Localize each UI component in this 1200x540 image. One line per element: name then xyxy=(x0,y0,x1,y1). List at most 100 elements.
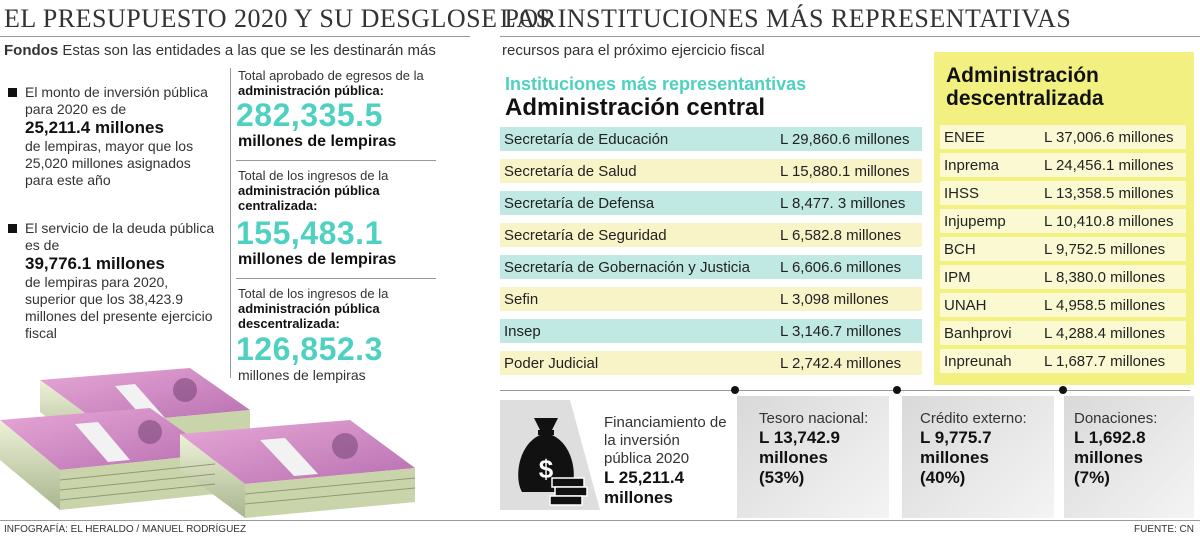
table-row: Secretaría de Gobernación y Justicia L 6,… xyxy=(500,255,922,279)
total-descentral-label: Total de los ingresos de la administraci… xyxy=(238,286,438,331)
row-name: Secretaría de Educación xyxy=(504,130,669,148)
row-name: Inpreunah xyxy=(944,352,1012,370)
row-value: L 6,606.6 millones xyxy=(780,258,902,276)
bullet-square-icon xyxy=(8,88,17,97)
source-label: Donaciones: xyxy=(1074,410,1158,427)
table-row: Secretaría de Salud L 15,880.1 millones xyxy=(500,159,922,183)
row-name: BCH xyxy=(944,240,976,258)
row-value: L 10,410.8 millones xyxy=(1044,212,1174,230)
table-row: UNAH L 4,958.5 millones xyxy=(940,293,1186,317)
title-right: LAS INSTITUCIONES MÁS REPRESENTATIVAS xyxy=(500,4,1072,33)
source-tesoro: Tesoro nacional: L 13,742.9 millones (53… xyxy=(737,396,889,518)
table-row: Secretaría de Seguridad L 6,582.8 millone… xyxy=(500,223,922,247)
row-value: L 3,146.7 millones xyxy=(780,322,902,340)
header-rule-left xyxy=(0,36,470,37)
totals-divider xyxy=(236,278,436,279)
row-value: L 6,582.8 millones xyxy=(780,226,902,244)
total-egresos-label-bold: administración pública: xyxy=(238,83,384,98)
source-credito: Crédito externo: L 9,775.7 millones (40%… xyxy=(902,396,1054,518)
divider-dot xyxy=(1059,386,1067,394)
source-pct: (53%) xyxy=(759,468,805,487)
source-unit: millones xyxy=(1074,448,1143,467)
row-name: Sefin xyxy=(504,290,539,308)
table-row: Banhprovi L 4,288.4 millones xyxy=(940,321,1186,345)
table-row: IHSS L 13,358.5 millones xyxy=(940,181,1186,205)
row-name: ENEE xyxy=(944,128,985,146)
money-stacks-icon xyxy=(0,368,416,518)
decentralized-heading: Administración descentralizada xyxy=(946,64,1186,110)
total-egresos-number: 282,335.5 xyxy=(236,97,383,133)
subtitle-right: recursos para el próximo ejercicio fisca… xyxy=(502,42,765,59)
table-row: Sefin L 3,098 millones xyxy=(500,287,922,311)
row-value: L 24,456.1 millones xyxy=(1044,156,1174,174)
source-pct: (7%) xyxy=(1074,468,1110,487)
central-kicker: Instituciones más representantivas xyxy=(505,74,807,94)
table-row: Injupemp L 10,410.8 millones xyxy=(940,209,1186,233)
row-name: Secretaría de Gobernación y Justicia xyxy=(504,258,750,276)
table-row: Inprema L 24,456.1 millones xyxy=(940,153,1186,177)
total-descentral-label-pre: Total de los ingresos de la xyxy=(238,286,389,301)
header-rule-right xyxy=(500,36,1200,37)
financing-main: Financiamiento de la inversión pública 2… xyxy=(604,414,729,508)
table-row: Secretaría de Defensa L 8,477. 3 millones xyxy=(500,191,922,215)
source-unit: millones xyxy=(759,448,828,467)
bullet-debt-pre: El servicio de la deuda pública es de xyxy=(25,220,215,253)
source-value: L 1,692.8 xyxy=(1074,428,1146,447)
subtitle-left-text: Estas son las entidades a las que se les… xyxy=(62,42,436,59)
source-value: L 9,775.7 xyxy=(920,428,992,447)
footer-rule xyxy=(0,520,1200,521)
table-row: BCH L 9,752.5 millones xyxy=(940,237,1186,261)
table-row: ENEE L 37,006.6 millones xyxy=(940,125,1186,149)
bullet-investment-big: 25,211.4 millones xyxy=(25,118,164,137)
total-descentral-number: 126,852.3 xyxy=(236,331,383,367)
source-pct: (40%) xyxy=(920,468,966,487)
row-value: L 1,687.7 millones xyxy=(1044,352,1166,370)
row-value: L 4,288.4 millones xyxy=(1044,324,1166,342)
bullet-debt-big: 39,776.1 millones xyxy=(25,254,165,273)
footer-source: FUENTE: CN xyxy=(1134,524,1194,535)
table-row: IPM L 8,380.0 millones xyxy=(940,265,1186,289)
source-label: Tesoro nacional: xyxy=(759,410,869,427)
row-name: IHSS xyxy=(944,184,980,202)
column-divider xyxy=(230,68,231,378)
financing-main-label: Financiamiento de la inversión pública 2… xyxy=(604,414,727,467)
row-value: L 2,742.4 millones xyxy=(780,354,902,372)
source-donaciones: Donaciones: L 1,692.8 millones (7%) xyxy=(1064,396,1194,518)
source-label: Crédito externo: xyxy=(920,410,1027,427)
total-central-label-pre: Total de los ingresos de la xyxy=(238,168,389,183)
row-name: Secretaría de Defensa xyxy=(504,194,655,212)
row-name: IPM xyxy=(944,268,971,286)
money-bag-icon: $ xyxy=(500,400,600,510)
totals-divider xyxy=(236,160,436,161)
divider-dot xyxy=(731,386,739,394)
decentralized-heading-line1: Administración xyxy=(946,64,1099,87)
row-name: Inprema xyxy=(944,156,1000,174)
total-egresos-unit: millones de lempiras xyxy=(238,133,397,150)
source-value: L 13,742.9 xyxy=(759,428,840,447)
bullet-investment: El monto de inversión pública para 2020 … xyxy=(8,84,218,189)
total-central-number: 155,483.1 xyxy=(236,215,383,251)
row-value: L 4,958.5 millones xyxy=(1044,296,1166,314)
divider-dot xyxy=(893,386,901,394)
row-name: Banhprovi xyxy=(944,324,1012,342)
financing-rule xyxy=(500,390,1190,391)
row-name: Poder Judicial xyxy=(504,354,599,372)
subtitle-left: Fondos Estas son las entidades a las que… xyxy=(4,42,436,59)
row-value: L 29,860.6 millones xyxy=(780,130,910,148)
title-left: EL PRESUPUESTO 2020 Y SU DESGLOSE POR xyxy=(4,4,557,33)
decentralized-heading-line2: descentralizada xyxy=(946,87,1104,110)
row-value: L 37,006.6 millones xyxy=(1044,128,1174,146)
row-name: Insep xyxy=(504,322,541,340)
bullet-debt: El servicio de la deuda pública es de 39… xyxy=(8,220,218,342)
row-value: L 8,477. 3 millones xyxy=(780,194,906,212)
footer-credit: INFOGRAFÍA: EL HERALDO / MANUEL RODRÍGUE… xyxy=(4,524,247,535)
row-value: L 9,752.5 millones xyxy=(1044,240,1166,258)
total-central-label-bold: administración pública centralizada: xyxy=(238,183,380,213)
row-name: Secretaría de Salud xyxy=(504,162,637,180)
bullet-investment-post: de lempiras, mayor que los 25,020 millon… xyxy=(25,138,194,188)
row-value: L 8,380.0 millones xyxy=(1044,268,1166,286)
bullet-investment-pre: El monto de inversión pública para 2020 … xyxy=(25,84,208,117)
total-egresos-label: Total aprobado de egresos de la administ… xyxy=(238,68,438,98)
row-name: Secretaría de Seguridad xyxy=(504,226,667,244)
table-row: Inpreunah L 1,687.7 millones xyxy=(940,349,1186,373)
